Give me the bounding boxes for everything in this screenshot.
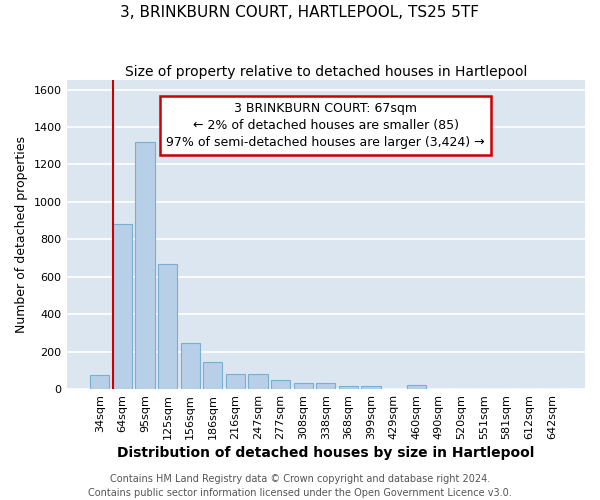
Bar: [339, 386, 358, 389]
Bar: [271, 380, 290, 389]
Bar: [158, 264, 177, 389]
Bar: [407, 386, 426, 389]
Bar: [90, 375, 109, 389]
X-axis label: Distribution of detached houses by size in Hartlepool: Distribution of detached houses by size …: [117, 446, 535, 460]
Bar: [293, 384, 313, 389]
Text: 3, BRINKBURN COURT, HARTLEPOOL, TS25 5TF: 3, BRINKBURN COURT, HARTLEPOOL, TS25 5TF: [121, 5, 479, 20]
Bar: [316, 384, 335, 389]
Bar: [361, 386, 380, 389]
Title: Size of property relative to detached houses in Hartlepool: Size of property relative to detached ho…: [125, 65, 527, 79]
Text: 3 BRINKBURN COURT: 67sqm
← 2% of detached houses are smaller (85)
97% of semi-de: 3 BRINKBURN COURT: 67sqm ← 2% of detache…: [166, 102, 485, 149]
Text: Contains HM Land Registry data © Crown copyright and database right 2024.
Contai: Contains HM Land Registry data © Crown c…: [88, 474, 512, 498]
Bar: [136, 142, 155, 389]
Bar: [113, 224, 132, 389]
Bar: [248, 374, 268, 389]
Bar: [203, 362, 223, 389]
Bar: [226, 374, 245, 389]
Y-axis label: Number of detached properties: Number of detached properties: [15, 136, 28, 333]
Bar: [181, 343, 200, 389]
